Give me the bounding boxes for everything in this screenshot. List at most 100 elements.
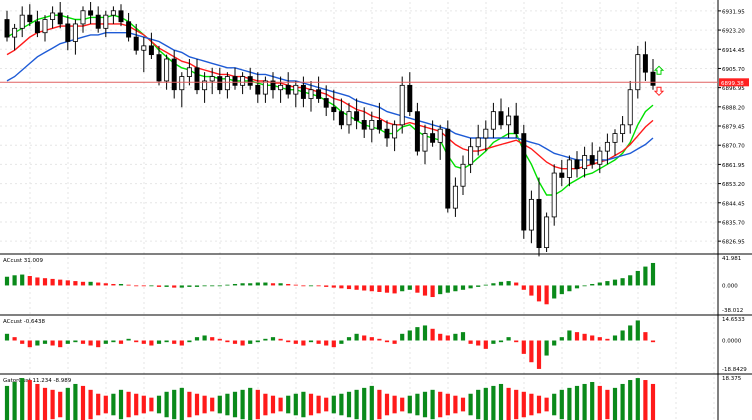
histogram-bar (491, 283, 496, 286)
bear-candle (316, 89, 322, 99)
gator-upper-bar (491, 385, 496, 406)
histogram-bar (12, 275, 17, 286)
histogram-bar (529, 340, 534, 363)
histogram-bar (225, 340, 230, 343)
bull-candle (392, 124, 398, 139)
bull-candle (551, 172, 557, 218)
histogram-bar (483, 340, 488, 349)
gator-lower-bar (460, 405, 466, 412)
bear-candle (323, 98, 329, 108)
bull-candle (42, 19, 48, 34)
gator-upper-bar (331, 395, 336, 406)
histogram-bar (27, 276, 32, 286)
panel-level-label: 0.000 (722, 283, 738, 289)
histogram-bar (468, 285, 473, 289)
gator-upper-bar (141, 395, 146, 406)
histogram-bar (118, 283, 124, 286)
panel-level-label: -38.012 (722, 308, 743, 314)
gator-lower-bar (536, 405, 542, 414)
bear-candle (430, 133, 436, 143)
bull-candle (399, 84, 405, 126)
histogram-bar (240, 283, 245, 286)
histogram-bar (384, 285, 390, 293)
bull-candle (597, 150, 603, 165)
indicator-panels[interactable]: ACcust 31.009 41.981 0.000 -38.012 ACcust -0… (3, 256, 747, 420)
gator-upper-bar (164, 391, 169, 406)
price-axis[interactable]: 6931.95 6923.20 6914.45 6905.70 6896.95 6888.… (718, 9, 745, 246)
histogram-bar (248, 340, 253, 344)
bear-candle (95, 14, 101, 29)
bear-candle (65, 23, 71, 42)
panel-level-label: 0.0000 (722, 338, 742, 344)
bull-candle (80, 10, 86, 25)
gator-upper-bar (574, 385, 580, 406)
bull-candle (483, 128, 489, 139)
histogram-bar (111, 283, 116, 286)
histogram-bar (149, 340, 154, 346)
gator-upper-bar (278, 397, 283, 406)
histogram-bar (293, 340, 298, 344)
panel-ao[interactable]: ACcust -0.6438 14.6533 0.0000 -18.8429 (3, 317, 747, 373)
histogram-bar (194, 285, 200, 287)
bull-candle (278, 84, 284, 91)
histogram-bar (460, 285, 466, 290)
moving-average-lines (6, 14, 654, 196)
gator-upper-bar (111, 393, 116, 406)
histogram-bar (597, 337, 602, 341)
histogram-bar (324, 285, 329, 287)
gator-upper-bar (202, 395, 207, 406)
histogram-bar (346, 285, 352, 290)
candlesticks (4, 2, 656, 257)
main-price-plot[interactable] (0, 2, 718, 257)
panel-gator[interactable]: GatorCust 11.234 -8.989 18.375 (3, 376, 742, 420)
histogram-bar (445, 335, 450, 341)
histogram-bar (544, 340, 549, 356)
gator-upper-bar (301, 391, 306, 406)
panel-level-label: 14.6533 (722, 317, 745, 323)
blue-average-line (6, 32, 654, 161)
gator-lower-bar (248, 405, 253, 420)
bull-candle (308, 89, 314, 99)
gator-upper-bar (88, 389, 93, 406)
histogram-bar (73, 281, 78, 286)
bear-candle (156, 54, 162, 82)
histogram-bar (172, 285, 177, 288)
histogram-bar (255, 282, 260, 286)
histogram-bar (605, 281, 610, 286)
price-level-label: 6826.95 (722, 240, 745, 246)
gator-lower-bar (498, 405, 504, 420)
histogram-bar (270, 283, 276, 286)
gator-upper-bar (635, 378, 640, 406)
gator-upper-bar (187, 391, 192, 406)
gator-upper-bar (552, 393, 557, 406)
histogram-bar (415, 327, 420, 341)
gator-upper-bar (483, 387, 488, 406)
bear-candle (361, 120, 367, 130)
gator-upper-bar (42, 387, 48, 406)
gator-lower-bar (407, 405, 412, 414)
price-level-label: 6835.70 (722, 220, 745, 226)
up-arrow-icon (653, 65, 665, 75)
gator-upper-bar (369, 385, 374, 406)
bull-candle (468, 146, 474, 165)
histogram-bar (377, 338, 382, 341)
histogram-bar (498, 340, 504, 343)
bull-candle (452, 185, 458, 209)
histogram-bar (134, 340, 139, 343)
bear-candle (171, 58, 177, 91)
gator-upper-bar (217, 395, 222, 406)
bull-candle (582, 155, 588, 170)
bull-candle (506, 115, 512, 126)
histogram-bar (476, 340, 481, 346)
gator-lower-bar (483, 405, 488, 420)
gator-lower-bar (12, 405, 17, 420)
histogram-bar (643, 266, 648, 286)
histogram-bar (476, 285, 481, 287)
gator-upper-bar (248, 387, 253, 406)
histogram-bar (567, 330, 572, 341)
histogram-bar (514, 340, 519, 343)
histogram-bar (514, 282, 519, 286)
panel-ac[interactable]: ACcust 31.009 41.981 0.000 -38.012 (3, 256, 743, 314)
